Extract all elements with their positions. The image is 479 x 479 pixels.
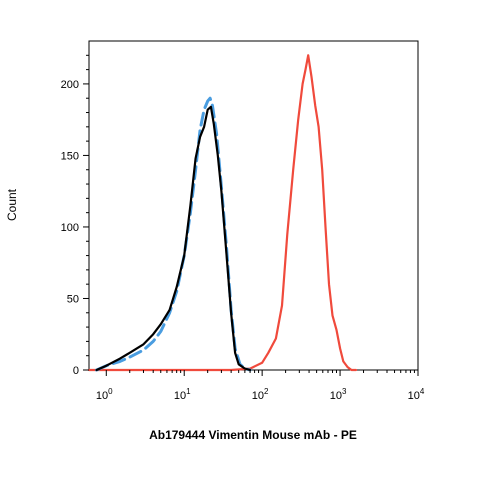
y-tick-label: 0	[73, 365, 79, 377]
series-line-2	[95, 96, 252, 372]
x-tick-label: 104	[408, 387, 425, 402]
x-tick-label: 103	[330, 387, 347, 402]
y-tick-label: 50	[67, 293, 79, 305]
y-axis: 0 50 100 150 200	[61, 54, 89, 377]
x-tick-label: 101	[174, 387, 191, 402]
y-tick-label: 200	[61, 79, 79, 91]
x-axis: 100 101 102 103 104	[96, 370, 425, 402]
x-tick-label: 102	[252, 387, 269, 402]
series-layer	[87, 54, 358, 372]
x-tick-label: 100	[96, 387, 113, 402]
y-axis-title: Count	[5, 188, 19, 221]
series-line-3	[95, 105, 252, 372]
plot-area	[88, 40, 419, 371]
x-axis-title: Ab179444 Vimentin Mouse mAb - PE	[149, 428, 357, 442]
y-tick-label: 100	[61, 222, 79, 234]
series-line-1	[87, 54, 358, 372]
y-tick-label: 150	[61, 150, 79, 162]
